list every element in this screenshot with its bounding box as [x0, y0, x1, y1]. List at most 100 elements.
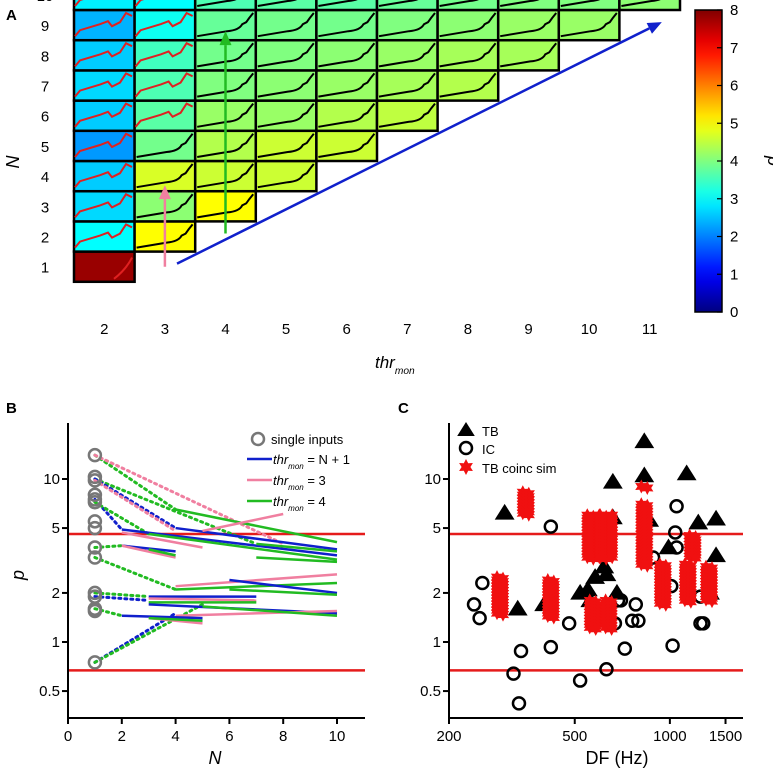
legend-tb-label: TB — [482, 424, 499, 439]
y-tick-label: 10 — [37, 0, 54, 5]
single-input-marker — [87, 520, 103, 536]
legend-ic-marker — [458, 440, 474, 456]
legend-label-sub: mon — [288, 504, 304, 513]
ic-marker — [669, 540, 684, 555]
x-tick-label: 4 — [221, 321, 229, 338]
y-tick-label: 1 — [433, 634, 441, 651]
heatmap-cell — [618, 0, 682, 12]
heatmap-cell — [133, 8, 197, 42]
tb-coinc-sim-marker — [496, 607, 510, 622]
dotted-line-segment — [93, 555, 178, 591]
heatmap-cell — [72, 220, 136, 253]
tb-coinc-sim-marker — [522, 507, 535, 522]
dotted-line-segment — [93, 500, 151, 536]
tb-marker — [658, 538, 679, 555]
cell-trace — [197, 133, 254, 158]
heatmap-cell — [557, 8, 621, 42]
tb-marker — [594, 557, 615, 574]
y-tick-label: 5 — [433, 520, 441, 537]
tb-coinc-sim-marker — [635, 479, 648, 494]
tb-coinc-sim-marker — [516, 506, 529, 521]
cell-trace — [74, 192, 133, 219]
heatmap-cell — [133, 129, 197, 163]
y-tick-label: 10 — [424, 471, 441, 488]
dotted-line-segment — [93, 477, 178, 530]
cell-trace — [500, 42, 557, 68]
cell-trace — [378, 102, 436, 128]
heatmap-cell — [133, 99, 197, 133]
x-tick-label: 9 — [524, 321, 532, 338]
heatmap-cell-rect — [557, 0, 621, 12]
x-tick-label: 1500 — [709, 728, 742, 745]
heatmap-cell — [496, 8, 561, 42]
tb-marker — [602, 472, 623, 489]
cell-trace — [257, 102, 315, 128]
x-axis-label: DF (Hz) — [586, 748, 649, 768]
line-segment — [148, 597, 257, 602]
tb-coinc-sim-marker — [587, 551, 600, 566]
tb-coinc-sim-marker — [684, 594, 697, 609]
cell-trace — [318, 12, 376, 38]
legend-label-sub: mon — [288, 483, 304, 492]
cell-trace — [439, 12, 497, 38]
heatmap-cell — [315, 0, 379, 12]
cell-trace — [197, 163, 254, 189]
heatmap-cell — [133, 69, 197, 102]
tb-coinc-sim-marker — [678, 593, 691, 608]
tb-coinc-sim-marker — [490, 606, 504, 621]
heatmap-cell — [72, 250, 136, 284]
tb-coinc-sim-cluster — [490, 570, 510, 622]
cell-trace — [74, 11, 133, 37]
colorbar-tick-label: 6 — [730, 78, 738, 95]
heatmap-cell — [375, 8, 439, 42]
tb-marker — [706, 546, 726, 563]
legend-label-rest: = 3 — [304, 473, 326, 488]
ic-marker — [631, 613, 646, 629]
x-tick-label: 2 — [118, 728, 126, 745]
x-tick-label: 11 — [642, 321, 658, 338]
cell-trace — [197, 12, 254, 38]
single-input-marker — [87, 655, 103, 670]
colorbar-label: p — [764, 155, 773, 166]
heatmap-cell-rect — [315, 0, 379, 12]
ic-marker — [513, 643, 529, 659]
x-tick-label: 500 — [562, 728, 587, 745]
tb-coinc-sim-cluster — [635, 479, 654, 495]
legend-tb-marker — [457, 422, 475, 436]
legend-label-main: thr — [273, 494, 289, 509]
heatmap-cell — [375, 69, 439, 102]
cell-trace — [560, 0, 601, 7]
heatmap-cell — [254, 129, 318, 163]
cell-trace — [500, 0, 540, 7]
y-axis-label: N — [3, 155, 23, 169]
y-tick-label: 1 — [41, 260, 49, 277]
panel-label: C — [398, 400, 409, 417]
tb-coinc-sim-marker — [641, 481, 654, 495]
panel-a-heatmap: A 1 2 3 4 5 6 7 8 9 10 2 3 4 5 6 7 8 9 10 11 thrmon N 0 1 2 3 4 5 6 7 8… — [3, 0, 773, 377]
arrow-pink — [158, 185, 171, 267]
ic-marker — [475, 575, 490, 591]
cell-trace — [74, 162, 133, 188]
colorbar-tick-label: 5 — [730, 115, 738, 132]
cell-trace — [318, 0, 358, 7]
legend-label-main: thr — [273, 473, 289, 488]
cell-trace — [378, 0, 419, 7]
arrow-shaft — [176, 27, 650, 265]
cell-trace — [257, 42, 315, 68]
cell-trace — [257, 133, 315, 158]
single-input-marker — [87, 473, 103, 488]
heatmap-cell — [436, 8, 500, 42]
x-tick-label: 8 — [464, 321, 472, 338]
ic-marker — [561, 616, 577, 631]
tb-marker — [577, 580, 598, 597]
legend-sim-marker — [459, 459, 473, 475]
cell-trace — [439, 72, 497, 98]
cell-trace — [318, 72, 376, 98]
ic-marker — [472, 610, 487, 626]
heatmap-cell — [496, 0, 561, 12]
heatmap-cell — [254, 0, 318, 12]
heatmap-cell-rect — [72, 250, 136, 284]
x-tick-label: 6 — [343, 321, 351, 338]
tb-coinc-sim-marker — [689, 551, 702, 565]
panel-c-scatter: C 200 500 1000 1500 0.5 1 2 5 10 DF (Hz) TB IC TB coi… — [398, 400, 743, 768]
